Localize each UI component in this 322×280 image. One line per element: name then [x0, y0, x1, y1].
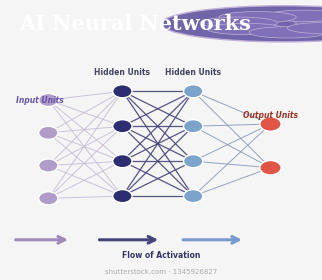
Circle shape	[260, 160, 281, 175]
Circle shape	[287, 22, 322, 34]
Circle shape	[184, 85, 203, 98]
Circle shape	[113, 155, 132, 168]
Circle shape	[294, 16, 322, 27]
Circle shape	[219, 11, 296, 23]
Circle shape	[184, 155, 203, 168]
Circle shape	[266, 10, 322, 22]
Circle shape	[113, 120, 132, 133]
Text: Input Units: Input Units	[16, 95, 64, 104]
Text: Hidden Units: Hidden Units	[165, 68, 221, 77]
Text: Flow of Activation: Flow of Activation	[122, 251, 200, 260]
Circle shape	[249, 27, 322, 38]
Text: Output Units: Output Units	[243, 111, 298, 120]
Circle shape	[161, 6, 322, 42]
Circle shape	[39, 94, 58, 107]
Text: shutterstock.com · 1345926827: shutterstock.com · 1345926827	[105, 269, 217, 275]
Circle shape	[184, 120, 203, 133]
Circle shape	[207, 23, 284, 35]
Circle shape	[113, 190, 132, 203]
Circle shape	[39, 159, 58, 172]
Text: AI Neural Networks: AI Neural Networks	[19, 14, 251, 34]
Circle shape	[260, 117, 281, 131]
Text: Hidden Units: Hidden Units	[94, 68, 150, 77]
Circle shape	[200, 17, 278, 29]
Circle shape	[39, 192, 58, 205]
Circle shape	[113, 85, 132, 98]
Circle shape	[39, 126, 58, 139]
Circle shape	[184, 190, 203, 203]
